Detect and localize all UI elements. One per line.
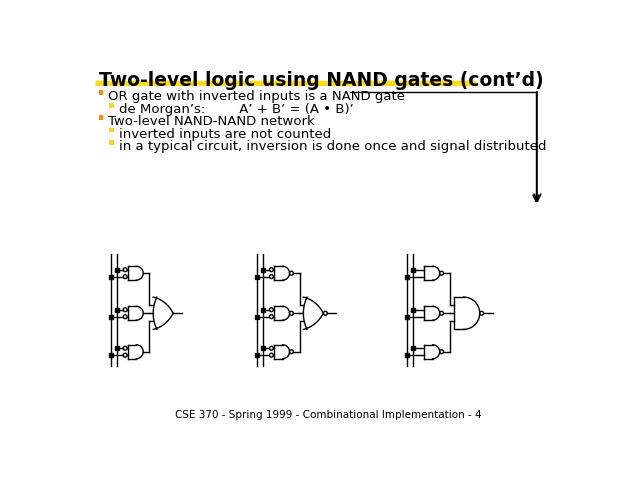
Text: Two-level NAND-NAND network: Two-level NAND-NAND network <box>108 115 314 128</box>
Text: inverted inputs are not counted: inverted inputs are not counted <box>118 128 331 141</box>
Polygon shape <box>109 128 114 132</box>
Text: de Morgan’s:        A’ + B’ = (A • B)’: de Morgan’s: A’ + B’ = (A • B)’ <box>118 103 353 116</box>
Polygon shape <box>99 115 103 120</box>
Polygon shape <box>95 81 478 86</box>
Polygon shape <box>109 103 114 108</box>
Text: OR gate with inverted inputs is a NAND gate: OR gate with inverted inputs is a NAND g… <box>108 90 404 103</box>
Text: in a typical circuit, inversion is done once and signal distributed: in a typical circuit, inversion is done … <box>118 140 546 153</box>
Polygon shape <box>109 140 114 144</box>
Text: CSE 370 - Spring 1999 - Combinational Implementation - 4: CSE 370 - Spring 1999 - Combinational Im… <box>175 409 481 420</box>
Text: Two-level logic using NAND gates (cont’d): Two-level logic using NAND gates (cont’d… <box>99 71 543 90</box>
Polygon shape <box>99 90 103 95</box>
